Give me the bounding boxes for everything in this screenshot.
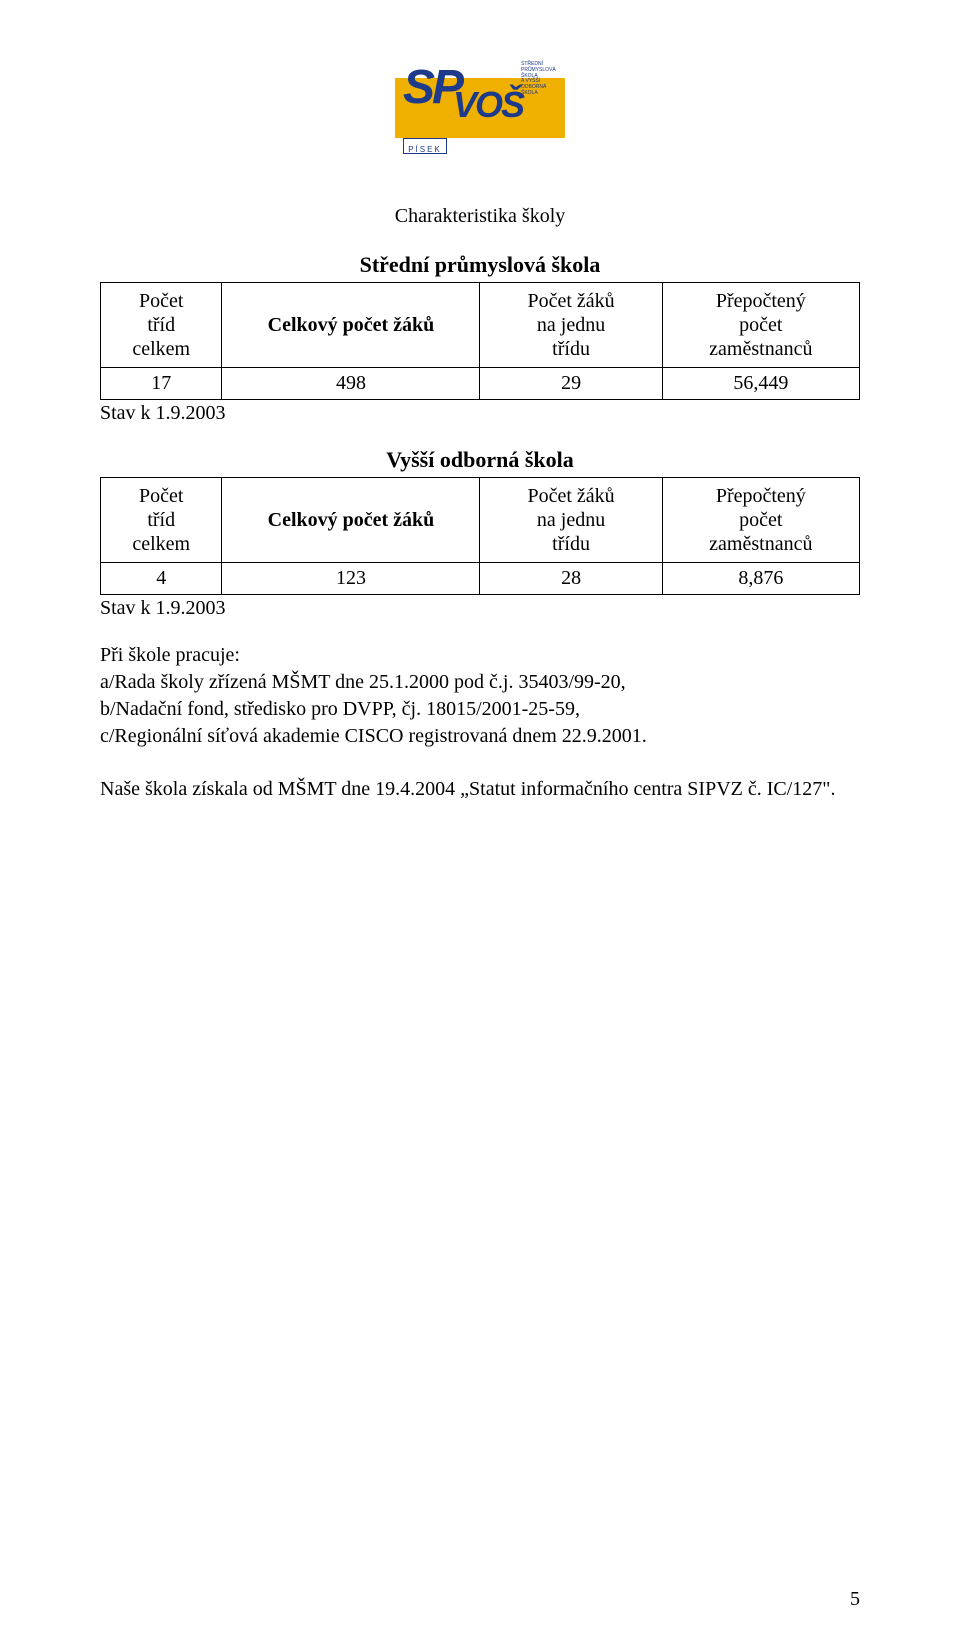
table-header-cell: Celkový počet žáků bbox=[222, 478, 480, 563]
body-paragraph-1: Při škole pracuje: a/Rada školy zřízená … bbox=[100, 642, 860, 750]
table-header-cell: Přepočtenýpočetzaměstnanců bbox=[662, 283, 859, 368]
header-text: Počettřídcelkem bbox=[109, 289, 213, 361]
table-cell: 123 bbox=[222, 563, 480, 595]
table-header-cell: Počet žákůna jednutřídu bbox=[480, 283, 662, 368]
table-cell: 4 bbox=[101, 563, 222, 595]
table1-footer: Stav k 1.9.2003 bbox=[100, 402, 860, 425]
body-line: b/Nadační fond, středisko pro DVPP, čj. … bbox=[100, 696, 860, 723]
body-line: a/Rada školy zřízená MŠMT dne 25.1.2000 … bbox=[100, 669, 860, 696]
table-header-cell: Počettřídcelkem bbox=[101, 478, 222, 563]
body-line: Při škole pracuje: bbox=[100, 642, 860, 669]
table-header-cell: Přepočtenýpočetzaměstnanců bbox=[662, 478, 859, 563]
table-cell: 56,449 bbox=[662, 368, 859, 400]
logo-container: SP VOŠ STŘEDNÍ PRŮMYSLOVÁ ŠKOLA A VYŠŠÍ … bbox=[100, 60, 860, 165]
table-header-row: Počettřídcelkem Celkový počet žáků Počet… bbox=[101, 283, 860, 368]
table-vos: Počettřídcelkem Celkový počet žáků Počet… bbox=[100, 477, 860, 595]
page-number: 5 bbox=[850, 1588, 860, 1611]
table-cell: 17 bbox=[101, 368, 222, 400]
header-text: Počettřídcelkem bbox=[109, 484, 213, 556]
table-header-cell: Počettřídcelkem bbox=[101, 283, 222, 368]
header-text: Přepočtenýpočetzaměstnanců bbox=[671, 289, 851, 361]
table-cell: 498 bbox=[222, 368, 480, 400]
logo-vos-text: VOŠ bbox=[453, 84, 523, 126]
table-row: 4 123 28 8,876 bbox=[101, 563, 860, 595]
table-header-cell: Celkový počet žáků bbox=[222, 283, 480, 368]
logo-pisek-box: PÍSEK bbox=[403, 138, 447, 154]
body-line: c/Regionální síťová akademie CISCO regis… bbox=[100, 723, 860, 750]
table-cell: 28 bbox=[480, 563, 662, 595]
table-header-row: Počettřídcelkem Celkový počet žáků Počet… bbox=[101, 478, 860, 563]
header-text: Počet žákůna jednutřídu bbox=[488, 484, 653, 556]
school-logo: SP VOŠ STŘEDNÍ PRŮMYSLOVÁ ŠKOLA A VYŠŠÍ … bbox=[395, 60, 565, 160]
body-paragraph-2: Naše škola získala od MŠMT dne 19.4.2004… bbox=[100, 776, 860, 803]
logo-side-line: STŘEDNÍ PRŮMYSLOVÁ ŠKOLA bbox=[521, 62, 563, 79]
logo-pisek-text: PÍSEK bbox=[408, 145, 442, 154]
header-text: Přepočtenýpočetzaměstnanců bbox=[671, 484, 851, 556]
document-title: Charakteristika školy bbox=[100, 205, 860, 228]
table-sps: Počettřídcelkem Celkový počet žáků Počet… bbox=[100, 282, 860, 400]
table-header-cell: Počet žákůna jednutřídu bbox=[480, 478, 662, 563]
logo-side-text: STŘEDNÍ PRŮMYSLOVÁ ŠKOLA A VYŠŠÍ ODBORNÁ… bbox=[521, 62, 563, 97]
header-text: Počet žákůna jednutřídu bbox=[488, 289, 653, 361]
table2-footer: Stav k 1.9.2003 bbox=[100, 597, 860, 620]
table-cell: 8,876 bbox=[662, 563, 859, 595]
table-row: 17 498 29 56,449 bbox=[101, 368, 860, 400]
table-cell: 29 bbox=[480, 368, 662, 400]
logo-side-line: ŠKOLA bbox=[521, 91, 563, 97]
table2-title: Vyšší odborná škola bbox=[100, 447, 860, 473]
table1-title: Střední průmyslová škola bbox=[100, 252, 860, 278]
